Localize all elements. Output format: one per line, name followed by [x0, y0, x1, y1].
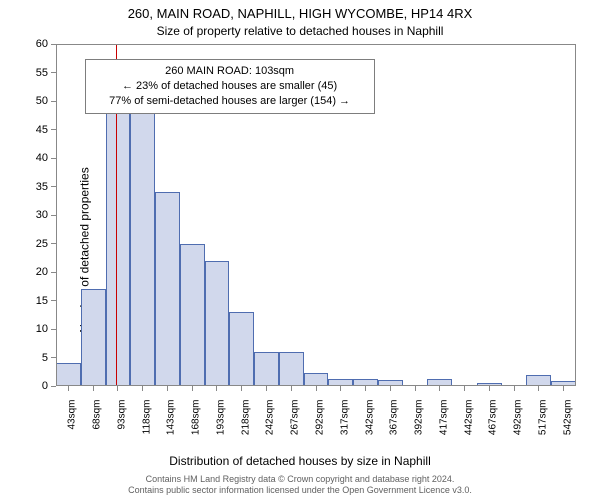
x-axis-label: Distribution of detached houses by size …	[0, 454, 600, 468]
y-tick-label: 5	[42, 352, 56, 364]
x-tick	[365, 386, 366, 391]
x-tick-label: 218sqm	[240, 392, 251, 436]
x-tick	[316, 386, 317, 391]
plot-area: 05101520253035404550556043sqm68sqm93sqm1…	[56, 44, 576, 386]
x-tick	[192, 386, 193, 391]
y-tick-label: 40	[36, 152, 56, 164]
x-tick-label: 317sqm	[339, 392, 350, 436]
x-tick-label: 168sqm	[191, 392, 202, 436]
x-tick	[142, 386, 143, 391]
x-tick-label: 143sqm	[166, 392, 177, 436]
y-tick-label: 30	[36, 209, 56, 221]
x-tick-label: 118sqm	[141, 392, 152, 435]
attribution-line1: Contains HM Land Registry data © Crown c…	[0, 474, 600, 485]
x-tick-label: 93sqm	[116, 392, 127, 430]
attribution-text: Contains HM Land Registry data © Crown c…	[0, 474, 600, 497]
y-tick-label: 60	[36, 38, 56, 50]
attribution-line2: Contains public sector information licen…	[0, 485, 600, 496]
plot-border	[56, 44, 576, 386]
x-tick	[266, 386, 267, 391]
x-tick	[117, 386, 118, 391]
x-tick-label: 267sqm	[290, 392, 301, 436]
x-tick	[514, 386, 515, 391]
x-tick	[241, 386, 242, 391]
x-tick	[489, 386, 490, 391]
x-tick-label: 43sqm	[67, 392, 78, 430]
x-tick-label: 68sqm	[92, 392, 103, 430]
x-tick-label: 193sqm	[215, 392, 226, 436]
x-tick-label: 492sqm	[513, 392, 524, 436]
x-tick	[563, 386, 564, 391]
x-tick	[216, 386, 217, 391]
x-tick-label: 367sqm	[389, 392, 400, 436]
y-tick-label: 25	[36, 238, 56, 250]
x-tick-label: 542sqm	[562, 392, 573, 436]
x-tick-label: 292sqm	[315, 392, 326, 436]
chart-container: 260, MAIN ROAD, NAPHILL, HIGH WYCOMBE, H…	[0, 0, 600, 500]
y-tick-label: 15	[36, 295, 56, 307]
x-tick-label: 417sqm	[438, 392, 449, 436]
chart-title-line2: Size of property relative to detached ho…	[0, 24, 600, 38]
y-tick-label: 35	[36, 181, 56, 193]
y-tick-label: 0	[42, 380, 56, 392]
x-tick-label: 342sqm	[364, 392, 375, 436]
x-tick-label: 517sqm	[537, 392, 548, 436]
y-tick-label: 45	[36, 124, 56, 136]
chart-title-line1: 260, MAIN ROAD, NAPHILL, HIGH WYCOMBE, H…	[0, 6, 600, 21]
y-tick-label: 10	[36, 323, 56, 335]
x-tick	[464, 386, 465, 391]
y-tick-label: 55	[36, 67, 56, 79]
x-tick	[340, 386, 341, 391]
x-tick	[390, 386, 391, 391]
x-tick	[93, 386, 94, 391]
x-tick-label: 442sqm	[463, 392, 474, 436]
x-tick	[538, 386, 539, 391]
y-tick-label: 20	[36, 266, 56, 278]
y-tick-label: 50	[36, 95, 56, 107]
x-tick	[439, 386, 440, 391]
x-tick	[68, 386, 69, 391]
x-tick	[291, 386, 292, 391]
x-tick-label: 392sqm	[414, 392, 425, 436]
x-tick	[167, 386, 168, 391]
x-tick-label: 242sqm	[265, 392, 276, 436]
x-tick-label: 467sqm	[488, 392, 499, 436]
x-tick	[415, 386, 416, 391]
